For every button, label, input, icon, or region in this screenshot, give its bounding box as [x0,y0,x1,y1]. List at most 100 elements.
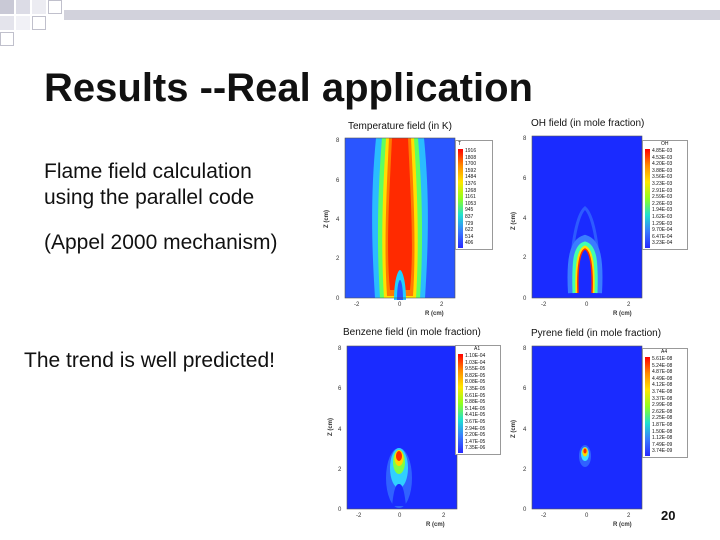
pyrene-legend-value: 7.49E-09 [652,441,673,448]
benzene-xtick-1: -2 [356,513,362,519]
oh-legend-value: 3.23E-03 [652,180,673,187]
oh-legend-value: 2.91E-03 [652,187,673,194]
svg-text:6: 6 [336,178,340,184]
benzene-legend-value: 8.08E-05 [465,379,486,386]
svg-text:0: 0 [338,507,342,513]
svg-text:0: 0 [336,296,340,302]
oh-legend-value: 9.70E-04 [652,227,673,234]
svg-text:2: 2 [338,467,342,473]
benzene-legend-value: 7.35E-05 [465,385,486,392]
svg-text:6: 6 [338,386,342,392]
pyrene-xlabel: R (cm) [613,522,632,528]
pyrene-xtick-3: 2 [627,513,631,519]
temperature-contour-plot: 0 2 4 6 8 -2 0 2 R (cm) Z (cm) [324,137,456,317]
temperature-panel-title: Temperature field (in K) [348,121,452,132]
oh-legend-value: 1.62E-03 [652,213,673,220]
slide-title: Results --Real application [44,66,533,110]
pyrene-contour-plot: 0 2 4 6 8 -2 0 2 R (cm) Z (cm) [511,345,643,528]
description-line-1: Flame field calculation [44,160,252,183]
temperature-legend-value: 406 [465,240,474,247]
svg-text:4: 4 [338,427,342,433]
temperature-legend-header: T [458,141,462,147]
svg-text:8: 8 [523,136,527,142]
benzene-legend-value: 9.55E-05 [465,366,486,373]
temperature-legend-value: 622 [465,227,474,234]
temperature-xtick-2: 0 [398,302,402,308]
benzene-legend-header: A1 [474,346,481,352]
mechanism-text: (Appel 2000 mechanism) [44,231,278,254]
oh-xtick-2: 0 [585,302,589,308]
pyrene-legend-value: 3.37E-08 [652,395,673,402]
oh-legend-value: 3.23E-04 [652,240,673,247]
temperature-legend-value: 1161 [465,194,476,201]
pyrene-xtick-1: -2 [541,513,547,519]
temperature-xlabel: R (cm) [425,311,444,317]
oh-legend-value: 2.59E-03 [652,194,673,201]
oh-legend-value: 4.53E-03 [652,154,673,161]
pyrene-legend-value: 1.50E-08 [652,428,673,435]
benzene-legend-value: 5.88E-05 [465,399,486,406]
benzene-legend-value: 7.35E-06 [465,445,486,452]
pyrene-legend-value: 3.74E-08 [652,388,673,395]
temperature-legend-value: 1916 [465,148,477,154]
oh-legend-value: 6.47E-04 [652,233,673,240]
oh-legend: OH 4.85E-03 4.53E-03 4.20E-03 3.88E-03 3.56E… [642,140,688,250]
oh-legend-value: 4.20E-03 [652,161,673,168]
pyrene-legend-value: 4.87E-08 [652,369,673,376]
oh-legend-value: 2.26E-03 [652,200,673,207]
benzene-legend-value: 2.20E-05 [465,432,486,439]
pyrene-legend-header: A4 [661,349,668,355]
svg-text:6: 6 [523,386,527,392]
svg-text:8: 8 [336,138,340,144]
oh-xlabel: R (cm) [613,311,632,317]
pyrene-legend-value: 5.24E-08 [652,362,673,369]
svg-text:0: 0 [523,296,527,302]
temperature-legend-value: 1484 [465,174,477,181]
svg-text:4: 4 [523,216,527,222]
temperature-legend-value: 837 [465,213,474,220]
oh-legend-value: 3.56E-03 [652,174,673,181]
benzene-xtick-3: 2 [442,513,446,519]
temperature-legend-value: 1592 [465,167,477,174]
svg-text:2: 2 [523,467,527,473]
benzene-legend: A1 1.10E-04 1.03E-04 9.55E-05 8.82E-05 8.08E… [455,345,501,455]
temperature-legend-value: 945 [465,207,474,214]
oh-ylabel: Z (cm) [511,212,517,230]
oh-legend-value: 1.29E-03 [652,220,673,227]
oh-legend-value: 1.94E-03 [652,207,673,214]
temperature-legend-value: 1053 [465,200,477,207]
trend-text: The trend is well predicted! [24,349,275,372]
pyrene-panel-title: Pyrene field (in mole fraction) [531,328,662,339]
temperature-legend-value: 1808 [465,154,477,161]
temperature-legend-value: 514 [465,233,474,240]
pyrene-legend: A4 5.61E-08 5.24E-08 4.87E-08 4.49E-08 4.12E… [642,348,688,458]
pyrene-legend-value: 3.74E-09 [652,448,673,455]
decorative-squares [0,0,720,60]
pyrene-legend-value: 2.62E-08 [652,408,673,415]
pyrene-legend-value: 4.12E-08 [652,382,673,389]
oh-legend-value: 4.85E-03 [652,148,673,154]
pyrene-legend-value: 2.25E-08 [652,415,673,422]
pyrene-xtick-2: 0 [585,513,589,519]
svg-text:0: 0 [523,507,527,513]
temperature-legend: T 1916 1808 1700 1592 1484 1376 1268 1161 1053 94… [455,140,493,250]
pyrene-legend-value: 2.99E-08 [652,402,673,409]
pyrene-legend-value: 1.12E-08 [652,435,673,442]
benzene-legend-value: 1.10E-04 [465,353,486,359]
benzene-legend-value: 1.47E-05 [465,438,486,445]
temperature-legend-value: 729 [465,220,474,227]
page-number: 20 [661,508,676,523]
temperature-xtick-1: -2 [354,302,360,308]
pyrene-legend-value: 1.87E-08 [652,421,673,428]
benzene-xlabel: R (cm) [426,522,445,528]
benzene-legend-value: 5.14E-05 [465,405,486,412]
oh-xtick-3: 2 [627,302,631,308]
temperature-ylabel: Z (cm) [324,210,330,228]
pyrene-ylabel: Z (cm) [511,420,517,438]
benzene-legend-value: 2.94E-05 [465,425,486,432]
temperature-legend-value: 1376 [465,180,477,187]
oh-panel-title: OH field (in mole fraction) [531,118,645,129]
benzene-xtick-2: 0 [398,513,402,519]
oh-contour-plot: 0 2 4 6 8 -2 0 2 R (cm) Z (cm) [511,135,643,317]
svg-text:6: 6 [523,176,527,182]
